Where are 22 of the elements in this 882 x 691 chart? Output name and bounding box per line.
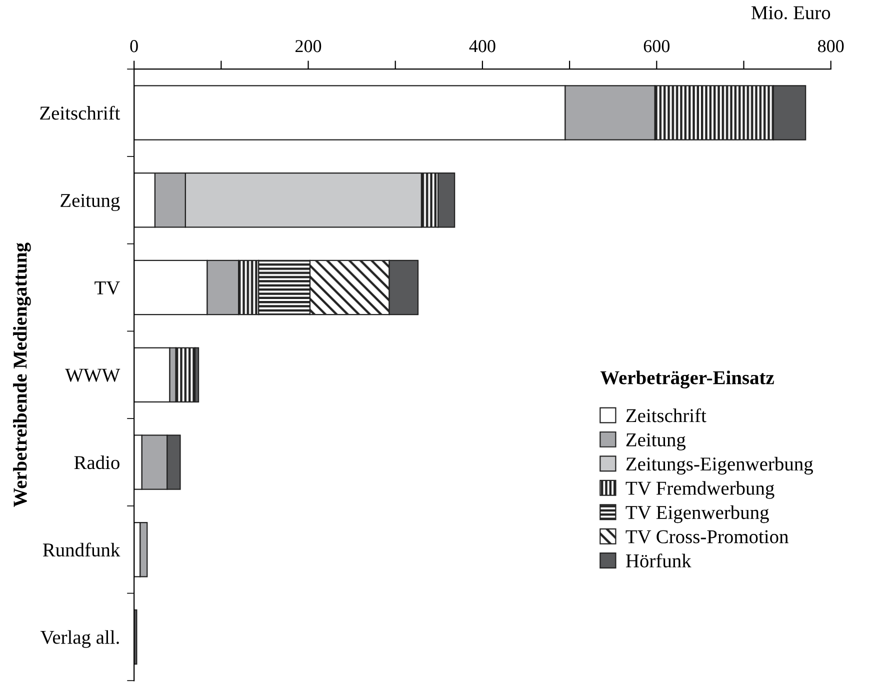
y-tick-label: Radio bbox=[74, 455, 120, 470]
x-axis-title: Mio. Euro bbox=[751, 6, 830, 20]
y-tick-label: Verlag all. bbox=[40, 630, 119, 648]
legend-label: Hörfunk bbox=[626, 554, 692, 568]
legend-title: Werbeträger-Einsatz bbox=[600, 370, 774, 388]
legend-label: Zeitschrift bbox=[626, 408, 706, 422]
x-tick-label: 600 bbox=[644, 40, 670, 52]
y-tick-label: Rundfunk bbox=[42, 542, 120, 557]
x-tick-label: 400 bbox=[469, 40, 496, 52]
y-tick-label: TV bbox=[94, 282, 120, 295]
y-tick-label: Zeitung bbox=[60, 194, 120, 212]
legend-label: Zeitung bbox=[626, 433, 686, 450]
x-tick-label: 0 bbox=[130, 40, 138, 52]
y-axis-title: Werbetreibende Mediengattung bbox=[13, 242, 31, 508]
y-tick-label: WWW bbox=[65, 368, 120, 382]
legend-label: Zeitungs-Eigenwerbung bbox=[626, 456, 813, 475]
y-tick-label: Zeitschrift bbox=[40, 106, 120, 120]
legend-label: TV Fremdwerbung bbox=[626, 481, 774, 499]
legend-label: TV Cross-Promotion bbox=[626, 530, 788, 544]
x-tick-label: 800 bbox=[818, 40, 844, 52]
x-tick-label: 200 bbox=[296, 40, 322, 52]
legend-label: TV Eigenwerbung bbox=[626, 505, 769, 524]
